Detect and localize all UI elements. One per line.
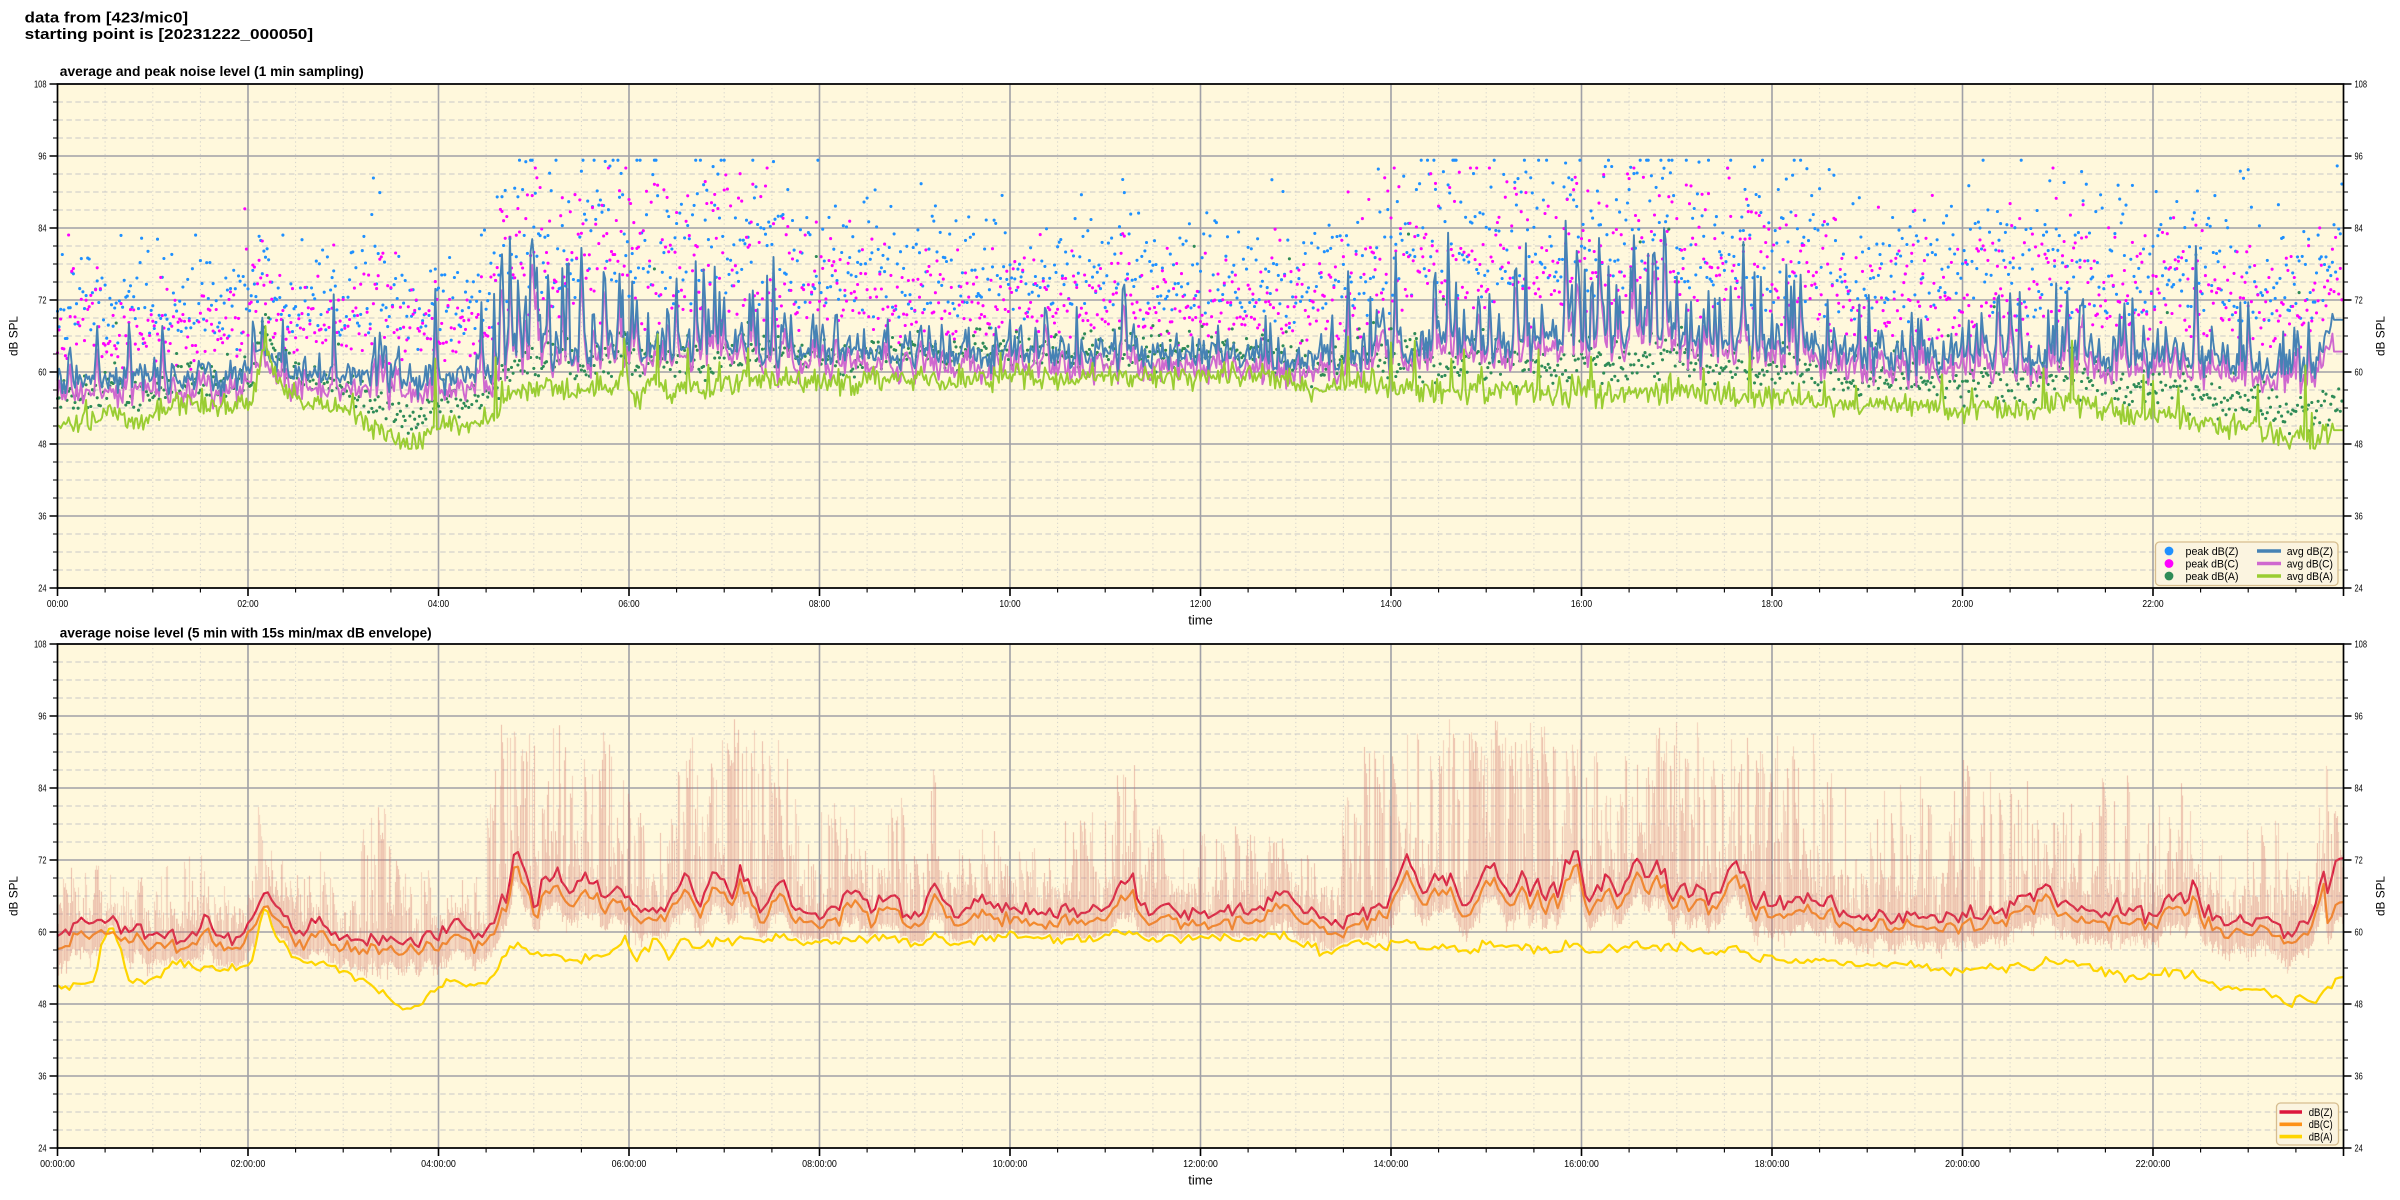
svg-text:02:00: 02:00 (237, 599, 259, 610)
svg-text:avg dB(C): avg dB(C) (2287, 558, 2334, 570)
svg-text:avg dB(Z): avg dB(Z) (2287, 546, 2334, 558)
svg-text:dB(Z): dB(Z) (2309, 1107, 2333, 1119)
svg-text:22:00: 22:00 (2142, 599, 2164, 610)
svg-text:00:00:00: 00:00:00 (40, 1159, 75, 1170)
svg-text:72: 72 (2355, 296, 2364, 307)
svg-text:72: 72 (38, 296, 47, 307)
svg-text:14:00: 14:00 (1380, 599, 1402, 610)
svg-text:16:00:00: 16:00:00 (1564, 1159, 1599, 1170)
svg-text:84: 84 (2355, 224, 2364, 235)
svg-text:dB SPL: dB SPL (7, 876, 21, 916)
svg-text:48: 48 (2355, 440, 2364, 451)
svg-text:84: 84 (38, 224, 47, 235)
svg-text:dB SPL: dB SPL (2374, 876, 2388, 916)
svg-text:dB(C): dB(C) (2309, 1119, 2333, 1131)
svg-text:60: 60 (2355, 368, 2364, 379)
svg-text:time: time (1188, 613, 1213, 628)
svg-text:00:00: 00:00 (47, 599, 69, 610)
svg-text:02:00:00: 02:00:00 (231, 1159, 266, 1170)
svg-text:72: 72 (38, 856, 47, 867)
svg-text:24: 24 (2355, 1144, 2364, 1155)
svg-text:60: 60 (38, 928, 47, 939)
svg-text:avg dB(A): avg dB(A) (2287, 571, 2334, 583)
svg-text:60: 60 (2355, 928, 2364, 939)
svg-text:24: 24 (2355, 584, 2364, 595)
svg-text:peak dB(A): peak dB(A) (2186, 571, 2239, 583)
svg-text:96: 96 (38, 152, 47, 163)
svg-text:peak dB(Z): peak dB(Z) (2186, 546, 2239, 558)
svg-text:data from [423/mic0]: data from [423/mic0] (25, 10, 188, 27)
svg-text:08:00:00: 08:00:00 (802, 1159, 837, 1170)
svg-text:time: time (1188, 1173, 1213, 1188)
svg-text:108: 108 (34, 80, 47, 91)
svg-text:06:00:00: 06:00:00 (612, 1159, 647, 1170)
svg-text:starting point is [20231222_00: starting point is [20231222_000050] (25, 26, 313, 43)
svg-text:04:00: 04:00 (428, 599, 450, 610)
svg-text:20:00:00: 20:00:00 (1945, 1159, 1980, 1170)
svg-text:dB SPL: dB SPL (2374, 316, 2388, 356)
svg-text:dB SPL: dB SPL (7, 316, 21, 356)
svg-text:48: 48 (2355, 1000, 2364, 1011)
svg-text:36: 36 (38, 512, 47, 523)
svg-text:24: 24 (38, 1144, 47, 1155)
svg-text:10:00:00: 10:00:00 (993, 1159, 1028, 1170)
svg-text:22:00:00: 22:00:00 (2136, 1159, 2171, 1170)
svg-text:average noise level (5 min wit: average noise level (5 min with 15s min/… (60, 625, 432, 640)
svg-text:72: 72 (2355, 856, 2364, 867)
svg-text:48: 48 (38, 440, 47, 451)
svg-text:96: 96 (2355, 152, 2364, 163)
svg-text:04:00:00: 04:00:00 (421, 1159, 456, 1170)
svg-text:06:00: 06:00 (618, 599, 640, 610)
svg-text:96: 96 (2355, 712, 2364, 723)
svg-text:18:00: 18:00 (1761, 599, 1783, 610)
svg-text:108: 108 (2355, 640, 2368, 651)
svg-text:84: 84 (2355, 784, 2364, 795)
svg-text:peak dB(C): peak dB(C) (2186, 558, 2239, 570)
svg-text:average and peak noise level (: average and peak noise level (1 min samp… (60, 64, 364, 79)
svg-text:36: 36 (2355, 1072, 2364, 1083)
svg-text:12:00: 12:00 (1190, 599, 1212, 610)
svg-text:84: 84 (38, 784, 47, 795)
svg-text:18:00:00: 18:00:00 (1755, 1159, 1790, 1170)
svg-text:48: 48 (38, 1000, 47, 1011)
svg-text:108: 108 (34, 640, 47, 651)
svg-text:20:00: 20:00 (1952, 599, 1974, 610)
svg-text:60: 60 (38, 368, 47, 379)
svg-text:16:00: 16:00 (1571, 599, 1593, 610)
svg-text:10:00: 10:00 (999, 599, 1021, 610)
svg-text:08:00: 08:00 (809, 599, 831, 610)
svg-text:12:00:00: 12:00:00 (1183, 1159, 1218, 1170)
svg-text:36: 36 (2355, 512, 2364, 523)
svg-text:dB(A): dB(A) (2309, 1131, 2333, 1143)
svg-text:14:00:00: 14:00:00 (1374, 1159, 1409, 1170)
svg-text:108: 108 (2355, 80, 2368, 91)
svg-text:24: 24 (38, 584, 47, 595)
svg-text:36: 36 (38, 1072, 47, 1083)
svg-text:96: 96 (38, 712, 47, 723)
